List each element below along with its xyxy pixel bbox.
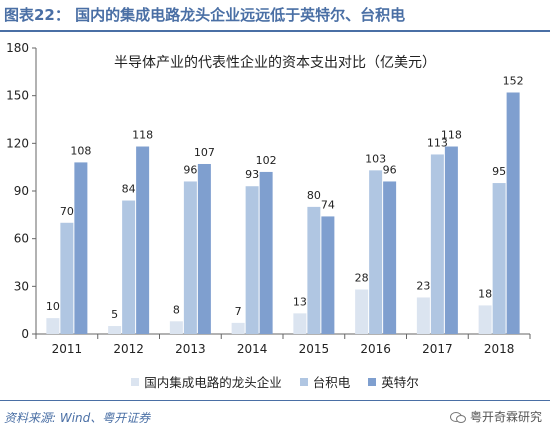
data-label: 28 (355, 272, 369, 285)
data-label: 84 (122, 183, 136, 196)
data-label: 93 (245, 168, 259, 181)
wechat-icon (449, 411, 466, 423)
y-tick-label: 60 (14, 232, 29, 246)
bar-intel (321, 216, 335, 334)
bar-tsmc (183, 181, 197, 334)
x-tick-label: 2013 (175, 342, 206, 356)
bar-domestic (231, 322, 245, 334)
bar-tsmc (430, 154, 444, 334)
data-label: 80 (307, 189, 321, 202)
bar-tsmc (492, 183, 506, 334)
y-tick-label: 90 (14, 184, 29, 198)
data-label: 18 (478, 287, 492, 300)
data-label: 5 (111, 308, 118, 321)
data-label: 103 (365, 152, 386, 165)
y-tick-label: 120 (6, 136, 29, 150)
data-label: 8 (173, 303, 180, 316)
legend-label-domestic: 国内集成电路的龙头企业 (144, 375, 282, 390)
data-label: 107 (194, 146, 215, 159)
legend-label-tsmc: 台积电 (312, 375, 351, 390)
data-label: 118 (441, 129, 462, 142)
data-label: 108 (70, 144, 91, 157)
legend-label-intel: 英特尔 (381, 375, 419, 390)
data-label: 7 (235, 305, 242, 318)
watermark-text: 粤开奇霖研究 (469, 410, 542, 424)
legend-item-intel: 英特尔 (368, 372, 419, 391)
data-label: 113 (427, 136, 448, 149)
data-label: 118 (132, 129, 153, 142)
data-label: 95 (492, 165, 506, 178)
figure-caption: 国内的集成电路龙头企业远远低于英特尔、台积电 (75, 6, 406, 24)
bar-tsmc (369, 170, 383, 334)
bar-domestic (416, 297, 430, 334)
figure-number: 图表22： (4, 6, 70, 24)
data-label: 96 (383, 163, 397, 176)
legend-item-tsmc: 台积电 (299, 372, 351, 391)
x-tick-label: 2017 (422, 342, 453, 356)
legend-swatch-intel (368, 377, 377, 386)
chart-legend: 国内集成电路的龙头企业 台积电 英特尔 (0, 372, 550, 391)
y-tick-label: 30 (14, 279, 29, 293)
bar-intel (259, 171, 273, 334)
y-tick-label: 0 (21, 327, 29, 341)
data-label: 23 (416, 279, 430, 292)
bar-intel (444, 146, 458, 334)
bar-intel (383, 181, 397, 334)
bar-tsmc (245, 186, 259, 334)
x-tick-label: 2012 (113, 342, 144, 356)
data-label: 70 (60, 205, 74, 218)
bar-domestic (108, 326, 122, 334)
x-tick-label: 2015 (299, 342, 330, 356)
bar-tsmc (307, 206, 321, 334)
data-label: 152 (503, 74, 524, 87)
bar-domestic (293, 313, 307, 334)
source-note: 资料来源: Wind、粤开证券 (4, 411, 151, 425)
bar-domestic (355, 289, 369, 334)
figure-header: 图表22： 国内的集成电路龙头企业远远低于英特尔、台积电 (4, 4, 405, 25)
bar-intel (197, 163, 211, 334)
bar-domestic (169, 321, 183, 334)
bar-intel (74, 162, 88, 334)
legend-swatch-tsmc (299, 377, 308, 386)
legend-item-domestic: 国内集成电路的龙头企业 (131, 372, 282, 391)
bar-tsmc (60, 222, 74, 334)
x-tick-label: 2014 (237, 342, 268, 356)
bar-intel (506, 92, 520, 334)
data-label: 74 (321, 198, 335, 211)
data-label: 102 (256, 154, 277, 167)
bar-intel (136, 146, 150, 334)
bar-tsmc (122, 200, 136, 334)
y-tick-label: 150 (6, 89, 29, 103)
footer-divider (0, 400, 550, 401)
data-label: 13 (293, 295, 307, 308)
y-tick-label: 180 (6, 41, 29, 55)
watermark: 粤开奇霖研究 (449, 408, 542, 425)
chart-title: 半导体产业的代表性企业的资本支出对比（亿美元） (114, 55, 436, 71)
x-tick-label: 2018 (484, 342, 515, 356)
header-divider (0, 30, 550, 32)
legend-swatch-domestic (131, 377, 140, 386)
bar-domestic (478, 305, 492, 334)
data-label: 96 (183, 163, 197, 176)
data-label: 10 (46, 300, 60, 313)
x-tick-label: 2016 (360, 342, 391, 356)
bar-domestic (46, 318, 60, 334)
x-tick-label: 2011 (52, 342, 83, 356)
